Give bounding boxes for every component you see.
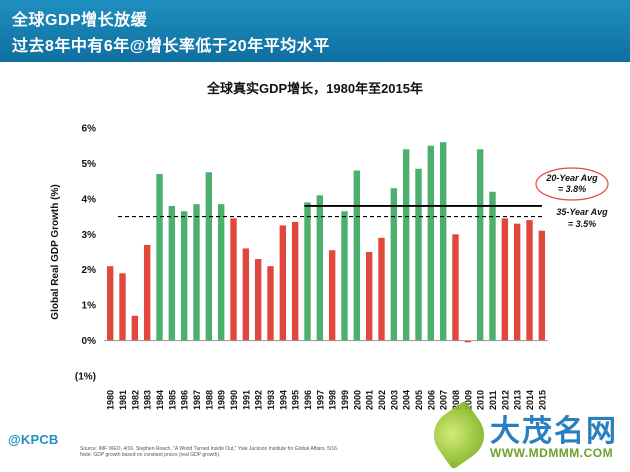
x-tick-label-1992: 1992	[254, 390, 264, 410]
bar-2006	[427, 145, 435, 341]
annotation-35yr-line2: = 3.5%	[568, 219, 596, 229]
kpcb-logo: @KPCB	[8, 432, 59, 447]
bar-1987	[193, 204, 200, 341]
x-tick-label-1980: 1980	[106, 390, 116, 410]
watermark-title: 大茂名网	[490, 414, 618, 449]
bar-2009	[464, 340, 472, 343]
x-tick-label-1983: 1983	[143, 390, 153, 410]
bar-2010	[476, 149, 484, 341]
y-tick-label: 5%	[82, 159, 97, 170]
bar-2008	[452, 234, 459, 341]
x-tick-label-2004: 2004	[402, 390, 412, 410]
x-tick-label-1989: 1989	[217, 390, 227, 410]
x-tick-label-2000: 2000	[352, 390, 362, 410]
bar-2011	[489, 191, 496, 341]
page-title: 全球GDP增长放缓	[12, 12, 148, 29]
x-tick-label-1984: 1984	[155, 390, 165, 410]
bar-2015	[538, 230, 546, 341]
bar-2014	[526, 220, 533, 341]
y-tick-label: 0%	[82, 336, 97, 347]
y-tick-label: 6%	[82, 124, 97, 135]
y-tick-label: 3%	[82, 230, 97, 241]
bar-2007	[439, 142, 447, 341]
x-tick-label-2012: 2012	[500, 390, 510, 410]
annotation-35yr-line1: 35-Year Avg	[556, 207, 608, 217]
x-tick-label-1994: 1994	[278, 390, 288, 410]
page-subtitle: 过去8年中有6年@增长率低于20年平均水平	[12, 38, 330, 55]
bar-2002	[378, 237, 385, 341]
bar-1999	[341, 211, 348, 341]
bar-2013	[513, 223, 521, 341]
bar-1998	[328, 250, 336, 341]
source-line-2: Note: GDP growth based on constant price…	[80, 452, 221, 458]
source-line-1: Source: IMF WEO, 4/16. Stephen Roach, "A…	[80, 446, 339, 452]
bar-1993	[267, 266, 274, 341]
x-tick-label-2006: 2006	[426, 390, 436, 410]
bar-2003	[390, 188, 398, 341]
x-tick-label-2013: 2013	[513, 390, 523, 410]
x-tick-label-1987: 1987	[192, 390, 202, 410]
y-tick-label: (1%)	[75, 372, 96, 383]
annotation-20yr-line2: = 3.8%	[558, 184, 586, 194]
bar-2012	[501, 218, 509, 341]
bar-2000	[353, 170, 361, 341]
leaf-logo-icon	[424, 400, 494, 470]
bar-1983	[143, 244, 151, 341]
x-tick-label-1991: 1991	[241, 390, 251, 410]
bar-1995	[291, 221, 299, 341]
bar-1997	[316, 195, 324, 341]
x-tick-label-1997: 1997	[315, 390, 325, 410]
x-tick-label-1981: 1981	[118, 390, 128, 410]
x-tick-label-1993: 1993	[266, 390, 276, 410]
bar-1988	[205, 172, 213, 341]
x-tick-label-1998: 1998	[328, 390, 338, 410]
annotation-20yr-line1: 20-Year Avg	[545, 173, 598, 183]
x-tick-label-2005: 2005	[414, 390, 424, 410]
bar-1994	[279, 225, 287, 341]
x-tick-label-2014: 2014	[525, 390, 535, 410]
bar-1989	[217, 204, 225, 341]
annotation-highlight-ellipse	[535, 167, 609, 201]
x-tick-label-1996: 1996	[303, 390, 313, 410]
bar-2004	[402, 149, 410, 341]
y-tick-label: 4%	[82, 194, 97, 205]
x-tick-label-2015: 2015	[537, 390, 547, 410]
x-tick-label-2002: 2002	[377, 390, 387, 410]
watermark-url: WWW.MDMMM.COM	[490, 446, 614, 460]
y-tick-label: 2%	[82, 265, 97, 276]
x-tick-label-1995: 1995	[291, 390, 301, 410]
x-tick-label-1999: 1999	[340, 390, 350, 410]
x-tick-label-1982: 1982	[130, 390, 140, 410]
x-tick-label-2010: 2010	[476, 390, 486, 410]
bar-1996	[304, 202, 311, 341]
x-tick-label-2009: 2009	[463, 390, 473, 410]
bar-1992	[254, 259, 262, 341]
x-tick-label-2003: 2003	[389, 390, 399, 410]
source-note: Source: IMF WEO, 4/16. Stephen Roach, "A…	[80, 446, 338, 458]
y-axis-label: Global Real GDP Growth (%)	[50, 184, 61, 319]
bar-1981	[119, 273, 126, 341]
x-tick-label-2007: 2007	[439, 390, 449, 410]
x-tick-label-1986: 1986	[180, 390, 190, 410]
x-tick-label-1990: 1990	[229, 390, 239, 410]
x-tick-label-2011: 2011	[488, 390, 498, 410]
y-tick-label: 1%	[82, 301, 97, 312]
x-tick-label-2008: 2008	[451, 390, 461, 410]
bar-1984	[156, 174, 163, 341]
header-banner: 全球GDP增长放缓 过去8年中有6年@增长率低于20年平均水平	[0, 0, 630, 62]
x-tick-label-2001: 2001	[365, 390, 375, 410]
bar-1990	[230, 218, 237, 341]
bar-1982	[131, 315, 139, 341]
bar-1986	[180, 211, 188, 341]
bar-2001	[365, 252, 373, 341]
chart-title: 全球真实GDP增长，1980年至2015年	[206, 81, 423, 96]
bar-2005	[415, 168, 422, 341]
bar-1991	[242, 248, 250, 341]
x-tick-label-1988: 1988	[204, 390, 214, 410]
x-tick-label-1985: 1985	[167, 390, 177, 410]
bar-1985	[168, 205, 176, 341]
bar-1980	[106, 266, 114, 341]
watermark-logo: 大茂名网 WWW.MDMMM.COM	[424, 400, 624, 470]
